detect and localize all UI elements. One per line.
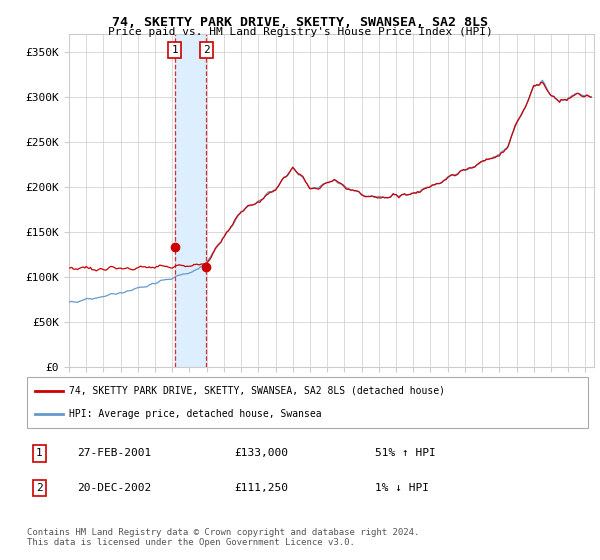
Text: 1: 1 xyxy=(172,45,178,55)
Text: 27-FEB-2001: 27-FEB-2001 xyxy=(77,449,152,459)
Text: 74, SKETTY PARK DRIVE, SKETTY, SWANSEA, SA2 8LS: 74, SKETTY PARK DRIVE, SKETTY, SWANSEA, … xyxy=(112,16,488,29)
Text: Price paid vs. HM Land Registry's House Price Index (HPI): Price paid vs. HM Land Registry's House … xyxy=(107,27,493,37)
Text: 2: 2 xyxy=(203,45,209,55)
Text: £133,000: £133,000 xyxy=(235,449,289,459)
Text: 74, SKETTY PARK DRIVE, SKETTY, SWANSEA, SA2 8LS (detached house): 74, SKETTY PARK DRIVE, SKETTY, SWANSEA, … xyxy=(69,386,445,396)
Text: 20-DEC-2002: 20-DEC-2002 xyxy=(77,483,152,493)
FancyBboxPatch shape xyxy=(27,377,588,428)
Text: 2: 2 xyxy=(36,483,43,493)
Text: 1: 1 xyxy=(36,449,43,459)
Text: 1% ↓ HPI: 1% ↓ HPI xyxy=(375,483,429,493)
Bar xyxy=(175,34,206,367)
Text: 51% ↑ HPI: 51% ↑ HPI xyxy=(375,449,436,459)
Text: £111,250: £111,250 xyxy=(235,483,289,493)
Text: Contains HM Land Registry data © Crown copyright and database right 2024.
This d: Contains HM Land Registry data © Crown c… xyxy=(27,528,419,547)
Text: HPI: Average price, detached house, Swansea: HPI: Average price, detached house, Swan… xyxy=(69,409,322,419)
